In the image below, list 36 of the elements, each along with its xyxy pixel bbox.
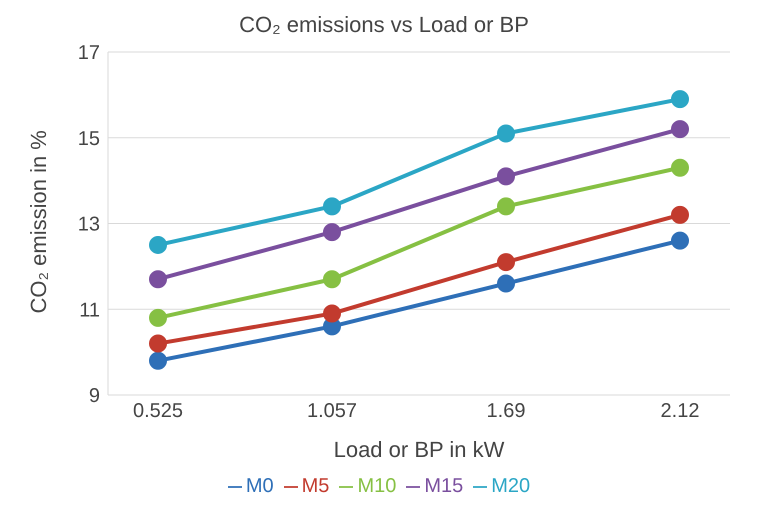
- point: [671, 120, 689, 138]
- y-tick-label: 13: [78, 214, 100, 236]
- point: [149, 334, 167, 353]
- y-axis-title: CO₂ emission in %: [26, 130, 51, 314]
- legend-label: M5: [302, 475, 330, 497]
- point: [497, 274, 515, 293]
- point: [497, 124, 515, 142]
- legend-label: M10: [357, 475, 396, 497]
- point: [671, 232, 689, 250]
- legend-label: M15: [424, 475, 464, 497]
- point: [671, 158, 689, 177]
- point: [323, 223, 341, 242]
- point: [671, 206, 689, 224]
- x-tick-label: 1.057: [306, 400, 358, 422]
- point: [671, 90, 689, 108]
- y-tick-label: 9: [88, 385, 100, 408]
- legend-label: M0: [246, 475, 274, 497]
- point: [497, 253, 515, 272]
- y-tick-label: 15: [78, 128, 100, 150]
- point: [149, 352, 167, 370]
- x-axis-title: Load or BP in kW: [334, 437, 505, 462]
- y-tick-label: 17: [78, 42, 100, 64]
- point: [149, 236, 167, 254]
- x-tick-label: 2.12: [660, 400, 700, 422]
- point: [323, 197, 341, 216]
- x-tick-label: 0.525: [132, 400, 184, 422]
- point: [323, 304, 341, 323]
- legend-label: M20: [491, 475, 530, 497]
- point: [323, 270, 341, 288]
- point: [497, 167, 515, 186]
- point: [497, 197, 515, 216]
- point: [149, 308, 167, 327]
- x-tick-label: 1.69: [486, 400, 526, 422]
- chart-title: CO₂ emissions vs Load or BP: [238, 11, 530, 39]
- y-tick-label: 11: [79, 299, 100, 322]
- point: [149, 270, 167, 288]
